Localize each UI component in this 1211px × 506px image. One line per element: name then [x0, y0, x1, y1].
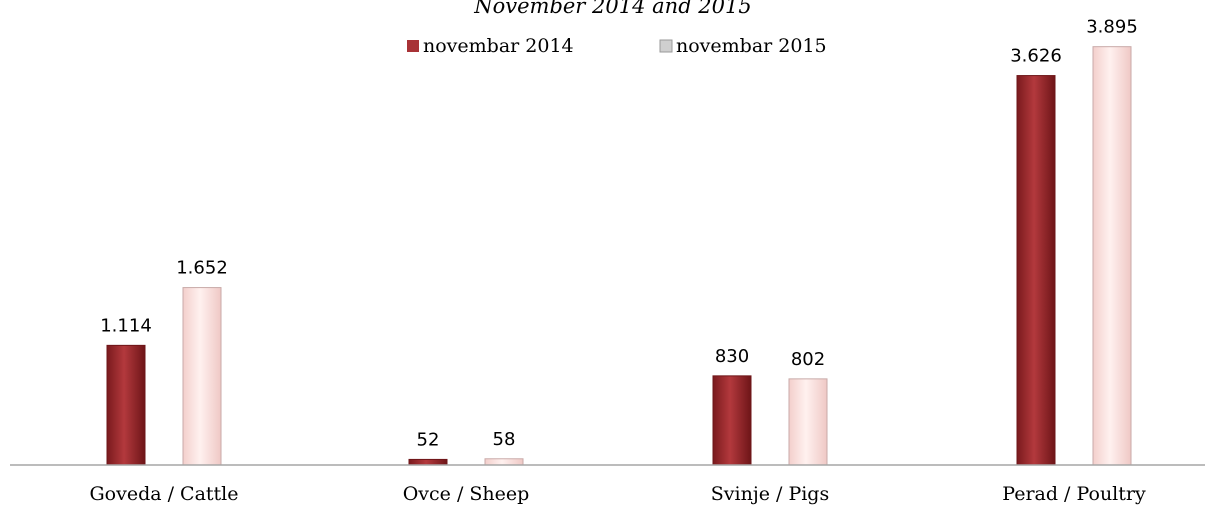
bars-layer [106, 46, 1132, 466]
x-tick-label-0: Goveda / Cattle [89, 483, 238, 505]
data-labels-layer: 1.114 1.652 52 58 830 802 3.626 3.895 [100, 17, 1138, 451]
x-tick-label-1: Ovce / Sheep [403, 483, 530, 505]
data-label-2014-2: 830 [715, 346, 749, 367]
data-label-2014-0: 1.114 [100, 315, 152, 336]
legend-swatch-2014 [407, 40, 419, 52]
bar-2014-3 [1016, 75, 1056, 466]
x-tick-label-2: Svinje / Pigs [711, 483, 829, 505]
data-label-2015-1: 58 [493, 429, 516, 450]
bar-2014-0 [106, 344, 146, 466]
bar-2014-1 [408, 458, 448, 466]
bar-2015-2 [788, 378, 828, 466]
data-label-2015-2: 802 [791, 349, 825, 370]
x-tick-label-3: Perad / Poultry [1002, 483, 1146, 505]
bar-2015-0 [182, 287, 222, 466]
bar-2015-3 [1092, 46, 1132, 466]
data-label-2015-0: 1.652 [176, 258, 228, 279]
legend: novembar 2014 novembar 2015 [407, 35, 827, 57]
bar-2015-1 [484, 458, 524, 466]
data-label-2015-3: 3.895 [1086, 17, 1138, 38]
chart-title: November 2014 and 2015 [473, 0, 752, 18]
legend-label-2015: novembar 2015 [676, 35, 827, 57]
bar-2014-2 [712, 375, 752, 466]
legend-swatch-2015 [659, 39, 673, 53]
legend-label-2014: novembar 2014 [423, 35, 574, 57]
x-tick-labels: Goveda / Cattle Ovce / Sheep Svinje / Pigs… [89, 483, 1146, 505]
data-label-2014-3: 3.626 [1010, 46, 1062, 67]
data-label-2014-1: 52 [417, 429, 440, 450]
